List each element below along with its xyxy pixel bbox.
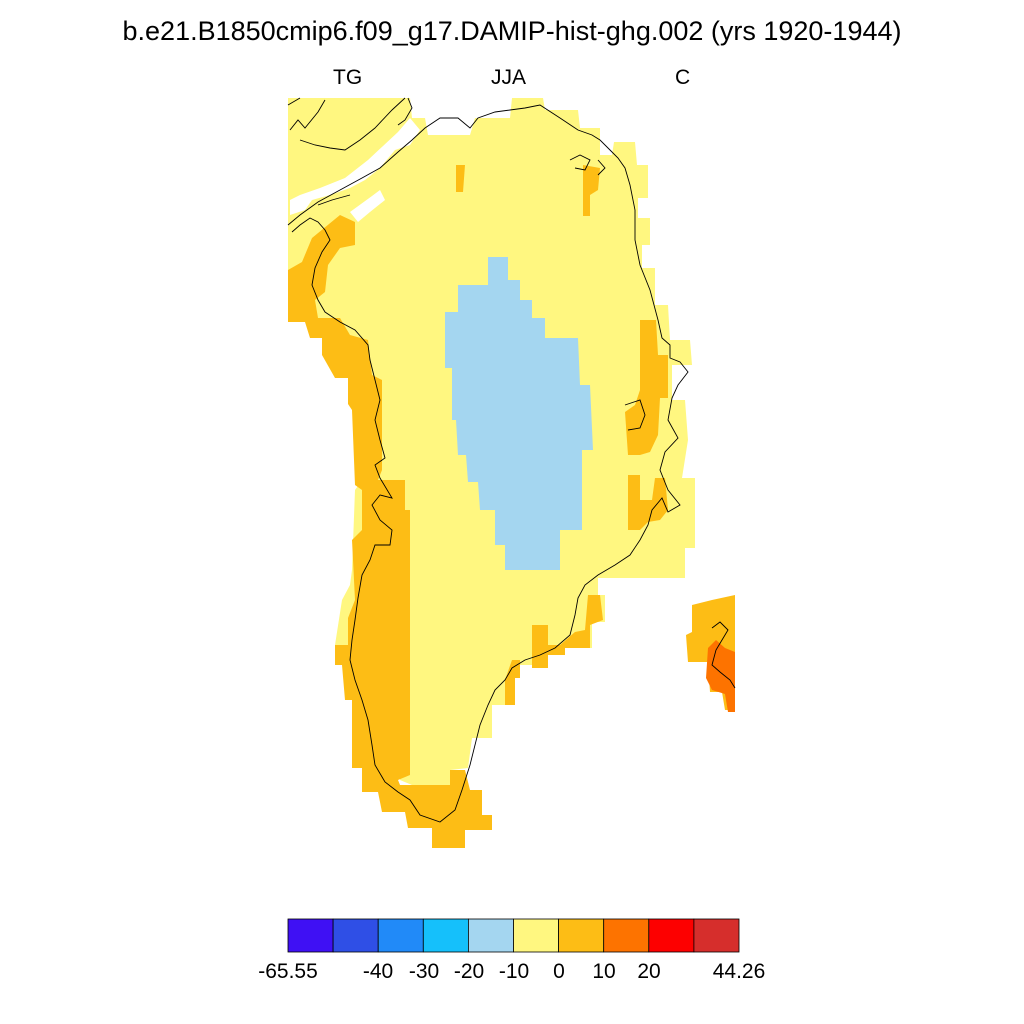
colorbar-tick-label: -30 <box>408 960 440 983</box>
colorbar-swatch <box>603 918 650 953</box>
units-label: C <box>675 66 691 89</box>
colorbar-min-label: -65.55 <box>258 960 318 983</box>
colorbar-tick-label: -40 <box>362 960 394 983</box>
ocean-gap <box>290 118 420 215</box>
ocean-gap <box>350 190 385 222</box>
colorbar-tick-label: -10 <box>498 960 530 983</box>
iceland-hot-region <box>706 640 735 712</box>
coastline <box>287 97 736 823</box>
colorbar-swatch <box>648 918 695 953</box>
colorbar-swatch <box>558 918 605 953</box>
colorbar-tick-label: 20 <box>637 960 661 983</box>
colorbar-tick-label: 10 <box>592 960 616 983</box>
season-label: JJA <box>491 66 527 89</box>
colorbar-max-label: 44.26 <box>712 960 766 983</box>
colorbar-swatch <box>467 918 514 953</box>
colorbar-swatch <box>332 918 379 953</box>
colorbar-tick-label: -20 <box>453 960 485 983</box>
map-title: b.e21.B1850cmip6.f09_g17.DAMIP-hist-ghg.… <box>122 16 902 46</box>
variable-label: TG <box>333 66 363 89</box>
interior-cold-region <box>445 257 593 570</box>
colorbar-swatch <box>377 918 424 953</box>
colorbar-swatch <box>513 918 559 953</box>
colorbar-swatch <box>287 918 334 953</box>
colorbar-tick-label: 0 <box>553 960 565 983</box>
colorbar-swatch <box>693 918 740 953</box>
colorbar-swatch <box>422 918 469 953</box>
